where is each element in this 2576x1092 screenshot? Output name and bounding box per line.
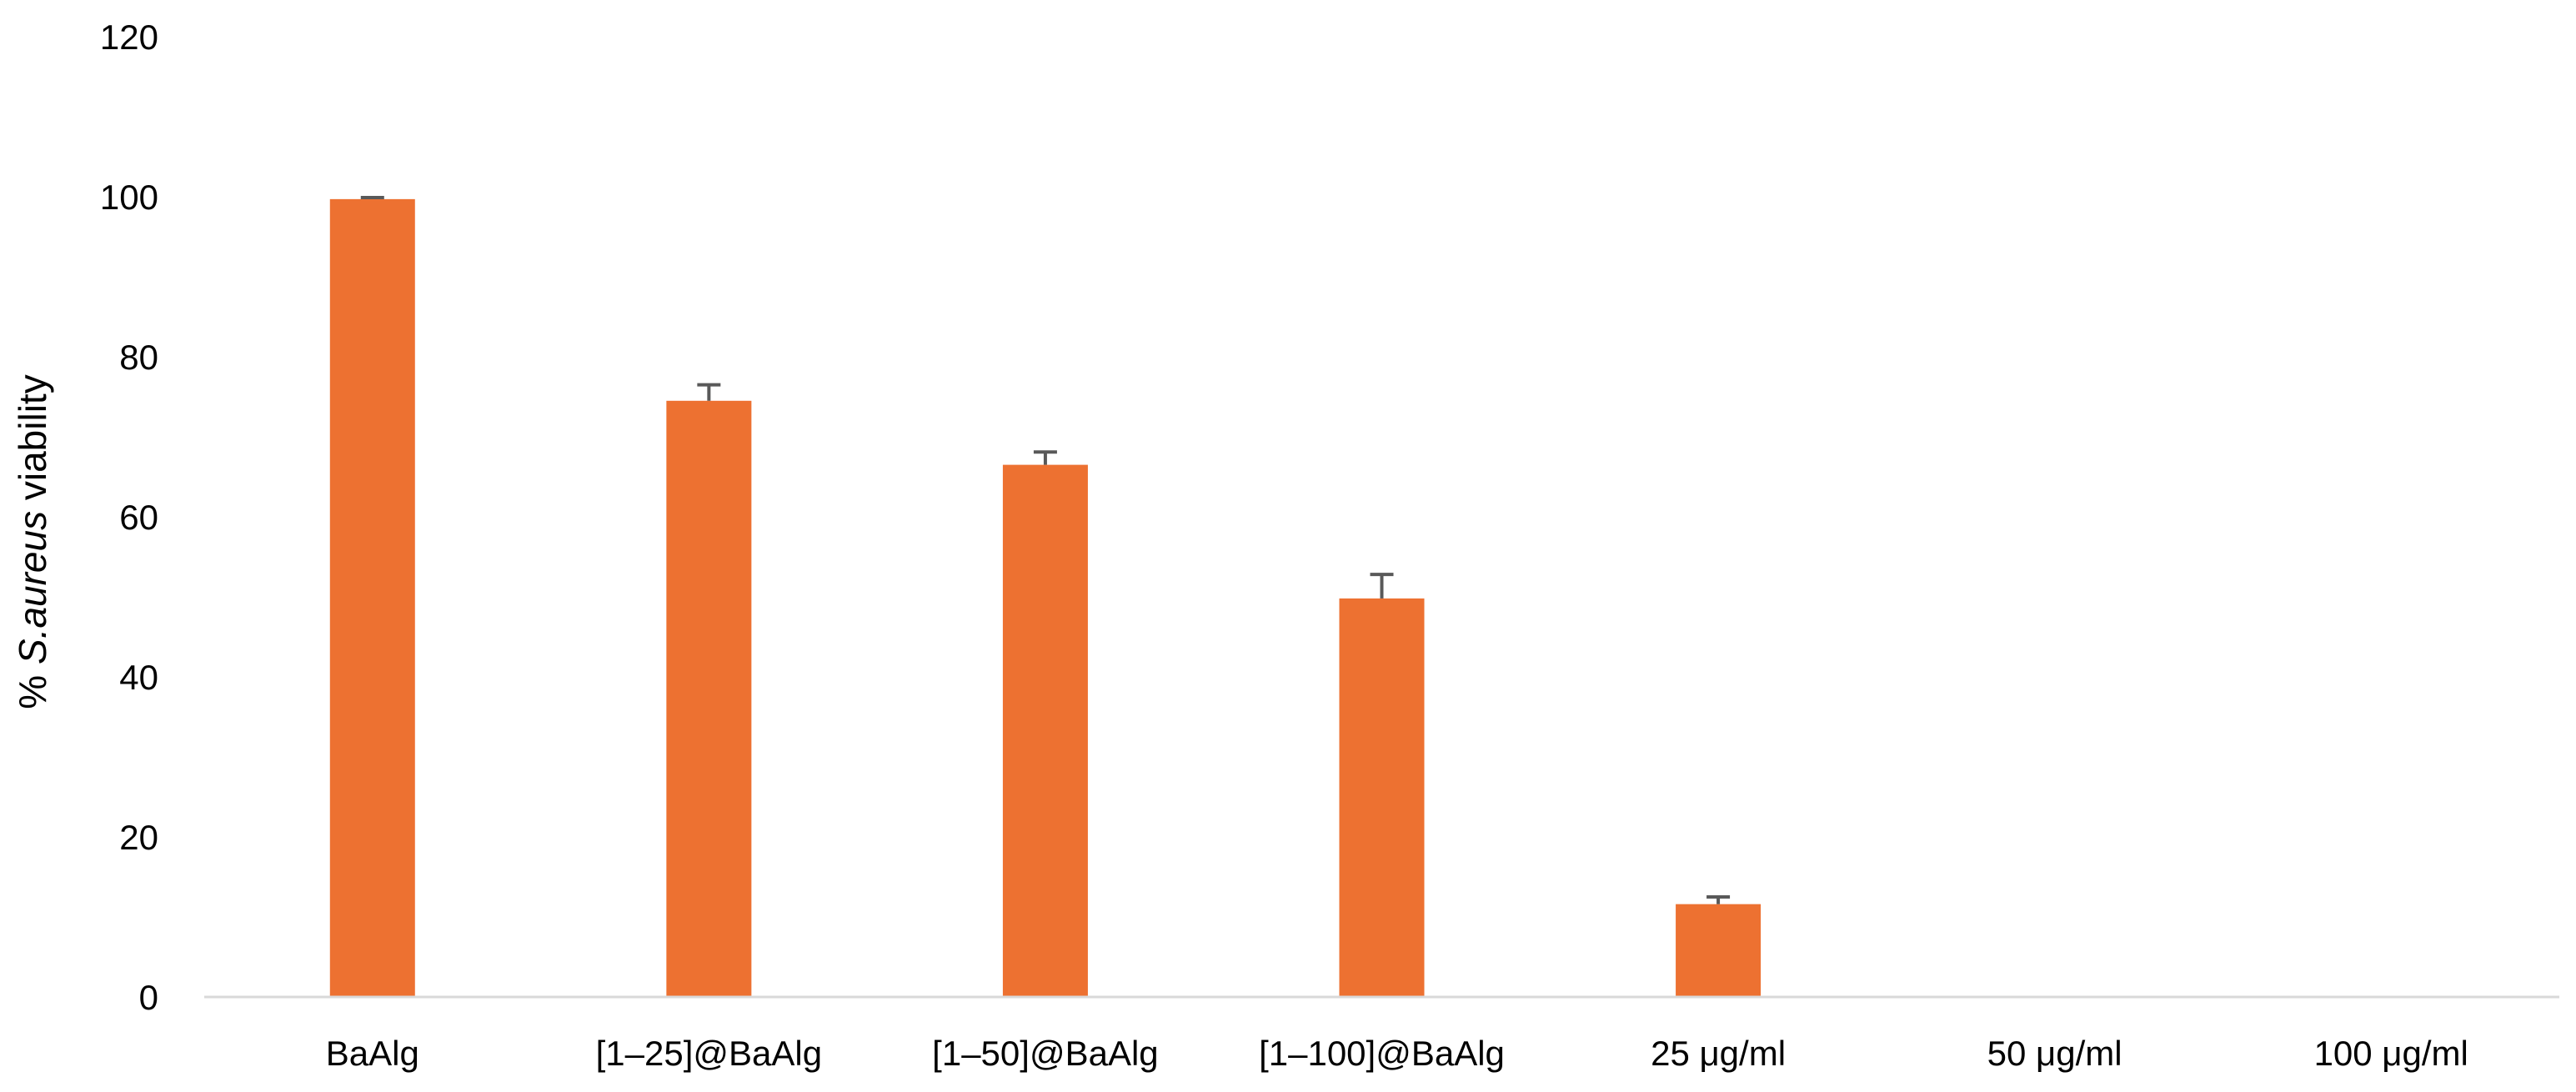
bar <box>666 400 752 997</box>
error-bars <box>360 195 1731 904</box>
y-tick-label: 40 <box>119 658 158 697</box>
bar <box>329 198 415 997</box>
y-axis-title-suffix: viability <box>11 374 54 511</box>
y-tick-label: 60 <box>119 498 158 537</box>
y-axis-title: % S.aureus viability <box>11 374 54 709</box>
x-tick-label: [1–100]@BaAlg <box>1259 1034 1505 1073</box>
y-axis-title-species: S.aureus <box>11 511 54 664</box>
x-tick-label: [1–25]@BaAlg <box>596 1034 822 1073</box>
bar <box>1339 598 1425 997</box>
y-tick-label: 100 <box>100 178 158 217</box>
bar <box>1676 904 1762 997</box>
x-tick-label: 50 μg/ml <box>1987 1034 2122 1073</box>
y-axis-ticks: 0 20 40 60 80 100 120 <box>100 18 158 1017</box>
bar <box>1002 464 1088 997</box>
y-tick-label: 0 <box>139 978 158 1017</box>
bars <box>329 198 1762 997</box>
x-tick-label: 25 μg/ml <box>1651 1034 1786 1073</box>
x-tick-label: 100 μg/ml <box>2314 1034 2468 1073</box>
y-axis-title-prefix: % <box>11 664 54 709</box>
x-axis-ticks: BaAlg [1–25]@BaAlg [1–50]@BaAlg [1–100]@BaA… <box>326 1034 2468 1073</box>
y-tick-label: 120 <box>100 18 158 57</box>
y-tick-label: 20 <box>119 818 158 857</box>
x-tick-label: [1–50]@BaAlg <box>932 1034 1158 1073</box>
y-tick-label: 80 <box>119 338 158 377</box>
x-tick-label: BaAlg <box>326 1034 419 1073</box>
